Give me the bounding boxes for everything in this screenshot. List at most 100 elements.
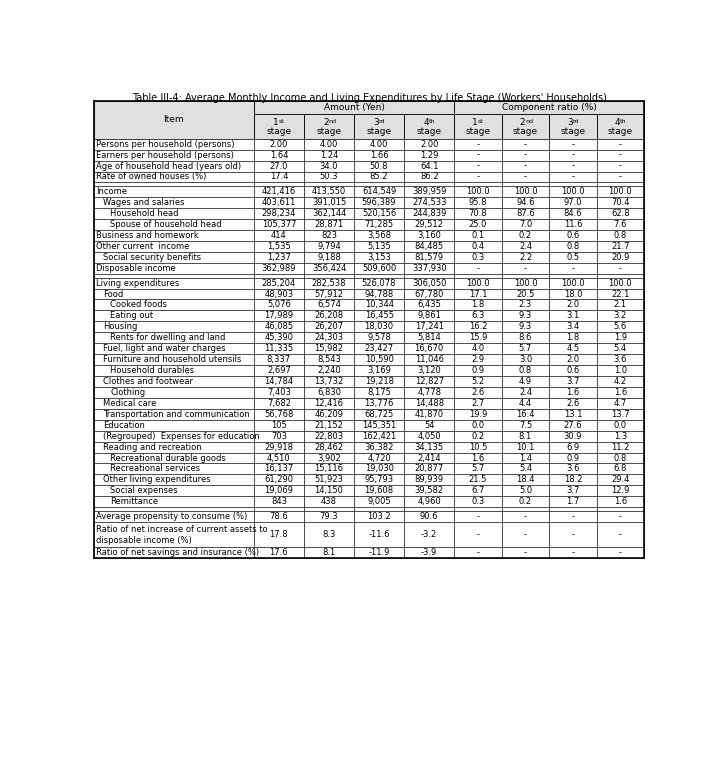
Text: 20.5: 20.5 <box>516 290 535 299</box>
Bar <box>597 274 644 277</box>
Bar <box>454 149 502 161</box>
Bar <box>254 511 304 522</box>
Bar <box>304 365 354 376</box>
Bar <box>597 332 644 343</box>
Text: 2,697: 2,697 <box>267 366 291 375</box>
Text: Household durables: Household durables <box>110 366 194 375</box>
Text: 1.7: 1.7 <box>567 497 580 506</box>
Bar <box>502 463 549 475</box>
Bar <box>454 507 502 511</box>
Text: 13,732: 13,732 <box>315 377 343 386</box>
Bar <box>454 289 502 299</box>
Bar <box>404 252 454 263</box>
Bar <box>404 183 454 186</box>
Text: rd: rd <box>572 118 579 124</box>
Text: 3.1: 3.1 <box>567 312 580 321</box>
Bar <box>502 475 549 485</box>
Bar <box>94 343 254 354</box>
Text: -: - <box>619 264 622 273</box>
Text: -: - <box>477 151 480 160</box>
Text: Amount (Yen): Amount (Yen) <box>323 103 384 112</box>
Bar <box>254 420 304 431</box>
Text: 4.5: 4.5 <box>567 344 580 353</box>
Text: 4.00: 4.00 <box>320 139 338 149</box>
Bar <box>94 299 254 311</box>
Text: 3: 3 <box>567 118 572 127</box>
Bar <box>304 321 354 332</box>
Text: 11,046: 11,046 <box>415 355 444 364</box>
Bar <box>502 511 549 522</box>
Bar <box>597 431 644 442</box>
Bar <box>597 208 644 219</box>
Text: 3,153: 3,153 <box>367 253 391 262</box>
Text: 3.0: 3.0 <box>519 355 532 364</box>
Bar <box>404 475 454 485</box>
Bar <box>502 522 549 547</box>
Text: 2.2: 2.2 <box>519 253 532 262</box>
Bar <box>94 463 254 475</box>
Text: -: - <box>619 512 622 521</box>
Bar <box>454 277 502 289</box>
Bar <box>549 289 597 299</box>
Bar <box>549 522 597 547</box>
Text: 5,076: 5,076 <box>267 300 291 309</box>
Bar <box>597 475 644 485</box>
Text: 17,989: 17,989 <box>264 312 294 321</box>
Text: -: - <box>619 151 622 160</box>
Bar <box>94 332 254 343</box>
Bar <box>254 398 304 409</box>
Bar <box>254 139 304 149</box>
Text: 84,485: 84,485 <box>415 242 444 251</box>
Text: -: - <box>524 161 527 171</box>
Bar <box>549 420 597 431</box>
Bar <box>549 409 597 420</box>
Bar <box>502 114 549 139</box>
Bar <box>94 365 254 376</box>
Text: Recreational services: Recreational services <box>110 465 200 474</box>
Text: Eating out: Eating out <box>110 312 153 321</box>
Bar <box>404 263 454 274</box>
Text: -: - <box>524 530 527 539</box>
Bar <box>354 321 404 332</box>
Text: -: - <box>572 161 575 171</box>
Bar <box>354 522 404 547</box>
Bar <box>502 289 549 299</box>
Bar <box>404 332 454 343</box>
Bar <box>354 274 404 277</box>
Text: 0.3: 0.3 <box>472 497 485 506</box>
Text: 5.0: 5.0 <box>519 487 532 495</box>
Bar <box>454 547 502 558</box>
Bar <box>454 161 502 171</box>
Bar <box>404 219 454 230</box>
Bar <box>354 186 404 197</box>
Bar <box>454 252 502 263</box>
Bar <box>404 507 454 511</box>
Bar <box>549 354 597 365</box>
Text: Item: Item <box>163 115 184 124</box>
Bar <box>549 311 597 321</box>
Text: Reading and recreation: Reading and recreation <box>103 443 202 452</box>
Text: 103.2: 103.2 <box>367 512 391 521</box>
Text: Social expenses: Social expenses <box>110 487 178 495</box>
Text: 19,069: 19,069 <box>264 487 294 495</box>
Bar <box>304 475 354 485</box>
Text: 28,871: 28,871 <box>315 220 343 229</box>
Bar <box>454 114 502 139</box>
Text: 3,169: 3,169 <box>367 366 391 375</box>
Text: 100.0: 100.0 <box>561 279 585 287</box>
Bar <box>597 183 644 186</box>
Bar <box>354 475 404 485</box>
Bar <box>597 398 644 409</box>
Bar <box>454 311 502 321</box>
Text: 1,237: 1,237 <box>267 253 291 262</box>
Text: 1.29: 1.29 <box>420 151 438 160</box>
Bar <box>304 311 354 321</box>
Text: 34,135: 34,135 <box>415 443 444 452</box>
Text: 9,578: 9,578 <box>367 334 391 343</box>
Bar <box>94 311 254 321</box>
Text: 16.2: 16.2 <box>469 322 487 331</box>
Text: 54: 54 <box>424 421 434 430</box>
Bar <box>502 241 549 252</box>
Bar <box>254 161 304 171</box>
Text: 14,784: 14,784 <box>264 377 294 386</box>
